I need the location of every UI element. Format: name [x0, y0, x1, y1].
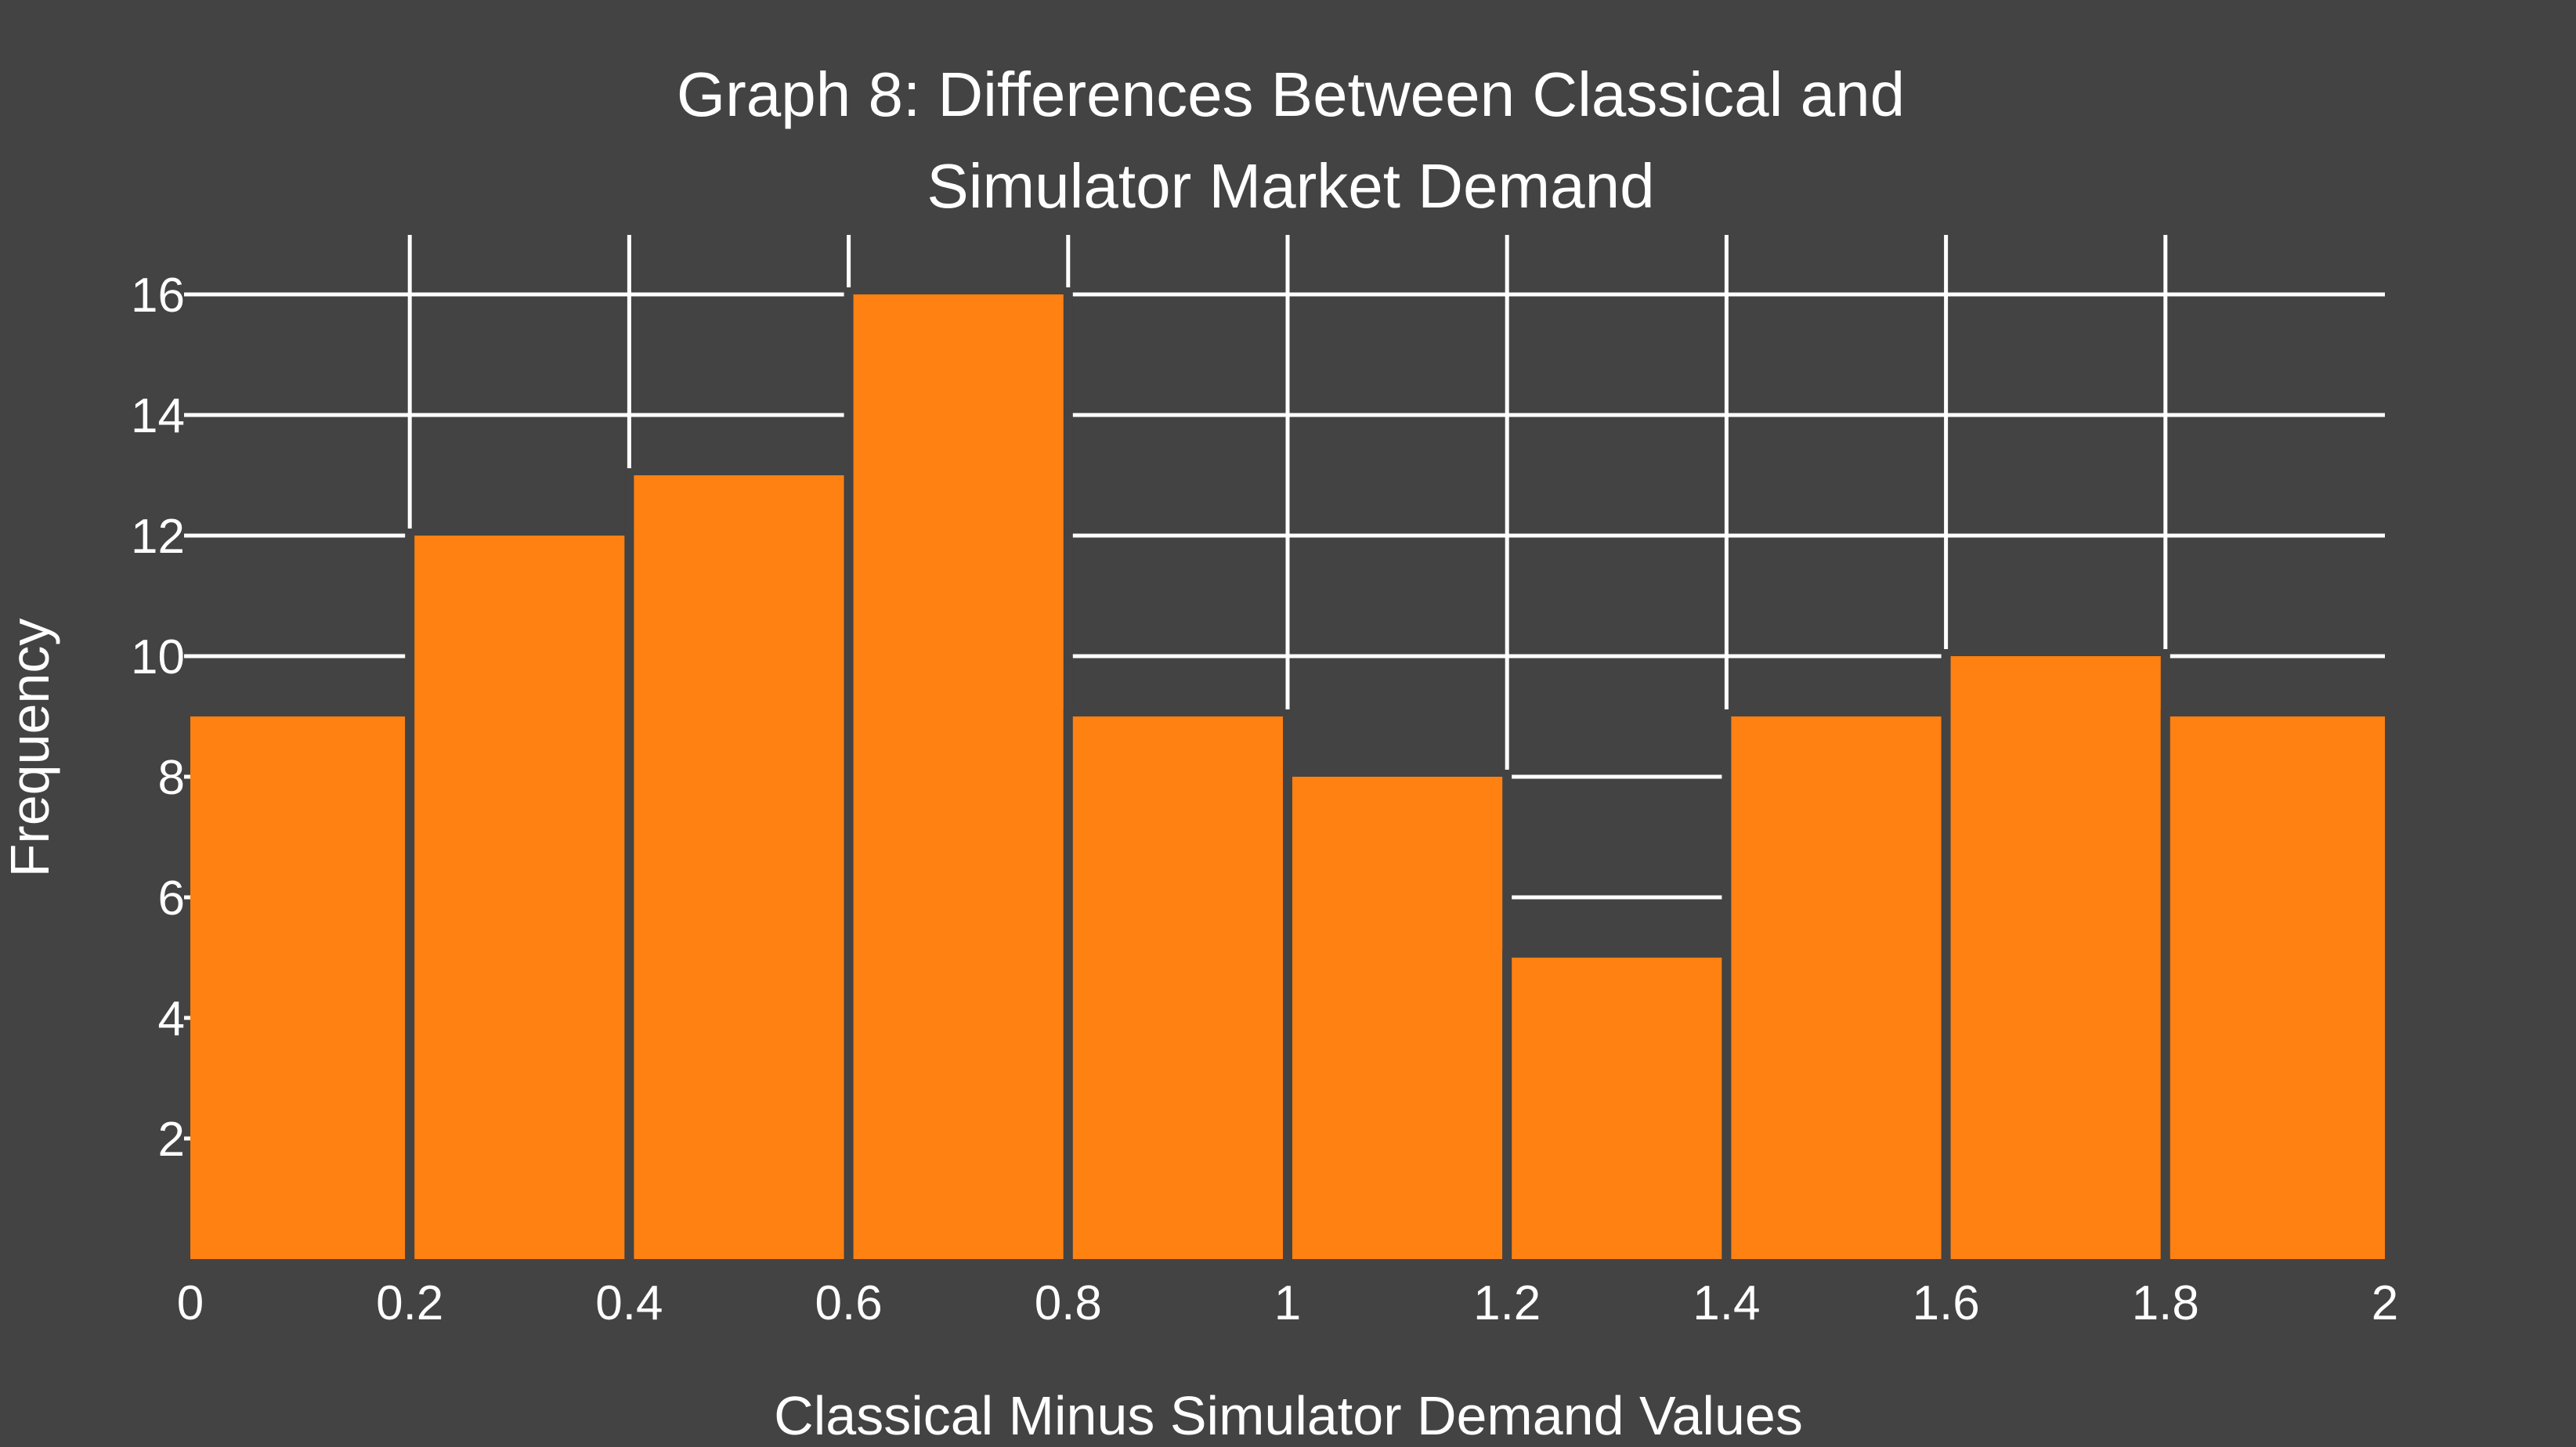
- x-tick-label: 0.6: [815, 1276, 882, 1330]
- y-tick-label: 4: [158, 992, 185, 1046]
- histogram-bar-9: [1950, 656, 2161, 1259]
- x-tick-label: 1.6: [1912, 1276, 1979, 1330]
- histogram-bar-3: [634, 475, 844, 1259]
- chart-title-line-2: Simulator Market Demand: [927, 151, 1654, 221]
- y-tick-label: 14: [131, 389, 185, 443]
- y-tick-label: 12: [131, 510, 185, 564]
- chart-title-line-1: Graph 8: Differences Between Classical a…: [677, 60, 1905, 129]
- y-tick-label: 8: [158, 751, 185, 805]
- y-axis-ticks: 2 4 6 8 10 12 14 16: [131, 269, 185, 1167]
- y-tick-label: 16: [131, 269, 185, 323]
- x-tick-label: 0.4: [595, 1276, 663, 1330]
- x-tick-label: 1.2: [1473, 1276, 1541, 1330]
- x-tick-label: 0: [177, 1276, 204, 1330]
- x-tick-label: 1: [1274, 1276, 1301, 1330]
- x-tick-label: 0.2: [376, 1276, 443, 1330]
- histogram-bar-2: [414, 536, 625, 1259]
- y-tick-label: 6: [158, 871, 185, 926]
- y-axis-label: Frequency: [0, 619, 60, 878]
- x-tick-label: 1.4: [1693, 1276, 1760, 1330]
- x-tick-label: 0.8: [1035, 1276, 1102, 1330]
- histogram-bar-10: [2170, 716, 2385, 1259]
- histogram-bar-6: [1292, 777, 1503, 1259]
- x-tick-label: 2: [2372, 1276, 2398, 1330]
- x-tick-label: 1.8: [2132, 1276, 2199, 1330]
- histogram-bar-1: [190, 716, 406, 1259]
- histogram-bar-5: [1072, 716, 1283, 1259]
- y-tick-label: 2: [158, 1113, 185, 1167]
- histogram-bar-7: [1512, 958, 1722, 1259]
- x-axis-label: Classical Minus Simulator Demand Values: [774, 1385, 1803, 1446]
- histogram-bars: [190, 287, 2385, 1259]
- histogram-bar-4: [853, 294, 1064, 1259]
- x-axis-ticks: 0 0.2 0.4 0.6 0.8 1 1.2 1.4 1.6 1.8 2: [177, 1276, 2398, 1330]
- histogram-bar-8: [1731, 716, 1942, 1259]
- y-tick-label: 10: [131, 630, 185, 684]
